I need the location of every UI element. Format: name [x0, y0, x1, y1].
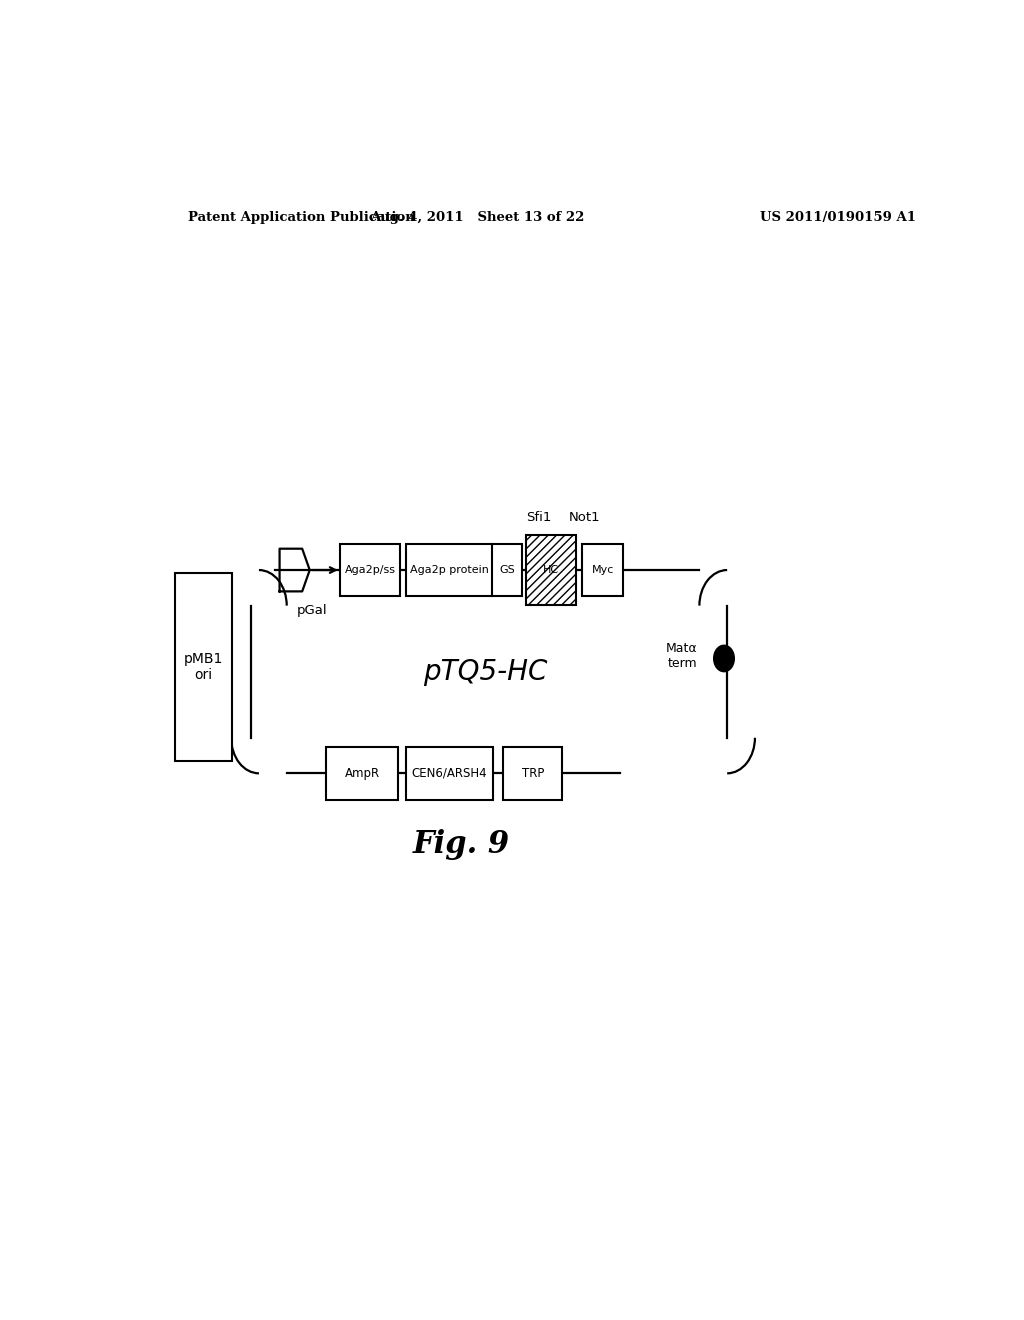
FancyBboxPatch shape [503, 747, 562, 800]
FancyBboxPatch shape [175, 573, 232, 760]
Text: pMB1
ori: pMB1 ori [183, 652, 223, 681]
Text: Matα
term: Matα term [667, 643, 697, 671]
FancyBboxPatch shape [406, 544, 494, 597]
Text: pTQ5-HC: pTQ5-HC [423, 657, 547, 685]
Text: Fig. 9: Fig. 9 [413, 829, 510, 859]
Text: CEN6/ARSH4: CEN6/ARSH4 [412, 767, 487, 780]
Text: Aga2p protein: Aga2p protein [410, 565, 488, 576]
Text: GS: GS [500, 565, 515, 576]
Text: Aug. 4, 2011   Sheet 13 of 22: Aug. 4, 2011 Sheet 13 of 22 [370, 211, 585, 224]
Text: Aga2p/ss: Aga2p/ss [344, 565, 395, 576]
Text: Not1: Not1 [568, 511, 600, 524]
FancyBboxPatch shape [340, 544, 399, 597]
Text: Patent Application Publication: Patent Application Publication [187, 211, 415, 224]
FancyBboxPatch shape [582, 544, 624, 597]
FancyBboxPatch shape [526, 536, 575, 605]
Text: Myc: Myc [592, 565, 613, 576]
FancyBboxPatch shape [327, 747, 397, 800]
Text: Sfi1: Sfi1 [526, 511, 552, 524]
FancyBboxPatch shape [493, 544, 522, 597]
Text: pGal: pGal [297, 603, 328, 616]
Text: US 2011/0190159 A1: US 2011/0190159 A1 [760, 211, 916, 224]
Text: AmpR: AmpR [344, 767, 380, 780]
Text: HC: HC [543, 565, 559, 576]
Text: TRP: TRP [521, 767, 544, 780]
Circle shape [714, 645, 734, 672]
FancyBboxPatch shape [406, 747, 494, 800]
